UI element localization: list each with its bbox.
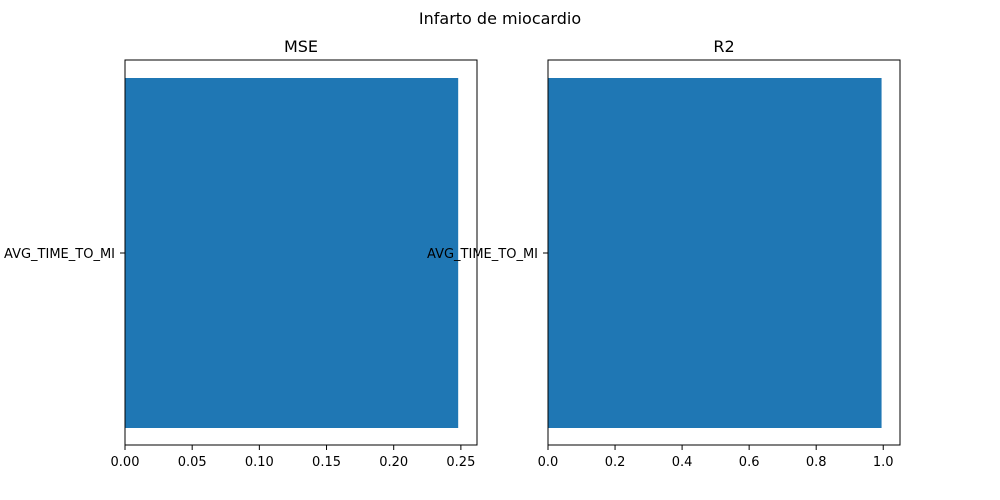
mse-y-tick-label: AVG_TIME_TO_MI xyxy=(4,247,115,262)
mse-chart: MSE 0.00 0.05 0.10 0.15 0.20 0.25 AVG_TIME_TO_… xyxy=(4,37,478,470)
mse-x-tick-label: 0.25 xyxy=(446,455,475,470)
r2-x-tick-label: 0.2 xyxy=(605,455,626,470)
mse-chart-title: MSE xyxy=(284,37,318,56)
r2-x-tick-label: 0.0 xyxy=(538,455,559,470)
mse-x-tick-label: 0.00 xyxy=(111,455,140,470)
r2-chart-title: R2 xyxy=(713,37,734,56)
r2-x-tick-label: 0.6 xyxy=(739,455,760,470)
r2-chart: R2 0.0 0.2 0.4 0.6 0.8 1.0 AVG_TIME_TO_MI xyxy=(427,37,901,470)
r2-bar-0 xyxy=(548,78,882,428)
r2-y-tick-label: AVG_TIME_TO_MI xyxy=(427,247,538,262)
r2-x-tick-label: 1.0 xyxy=(873,455,894,470)
mse-bar-0 xyxy=(125,78,459,428)
mse-x-tick-label: 0.10 xyxy=(245,455,274,470)
mse-x-tick-label: 0.15 xyxy=(312,455,341,470)
mse-x-tick-label: 0.20 xyxy=(379,455,408,470)
figure-title: Infarto de miocardio xyxy=(419,9,581,28)
r2-x-tick-label: 0.4 xyxy=(672,455,693,470)
mse-x-tick-label: 0.05 xyxy=(178,455,207,470)
r2-x-tick-label: 0.8 xyxy=(806,455,827,470)
